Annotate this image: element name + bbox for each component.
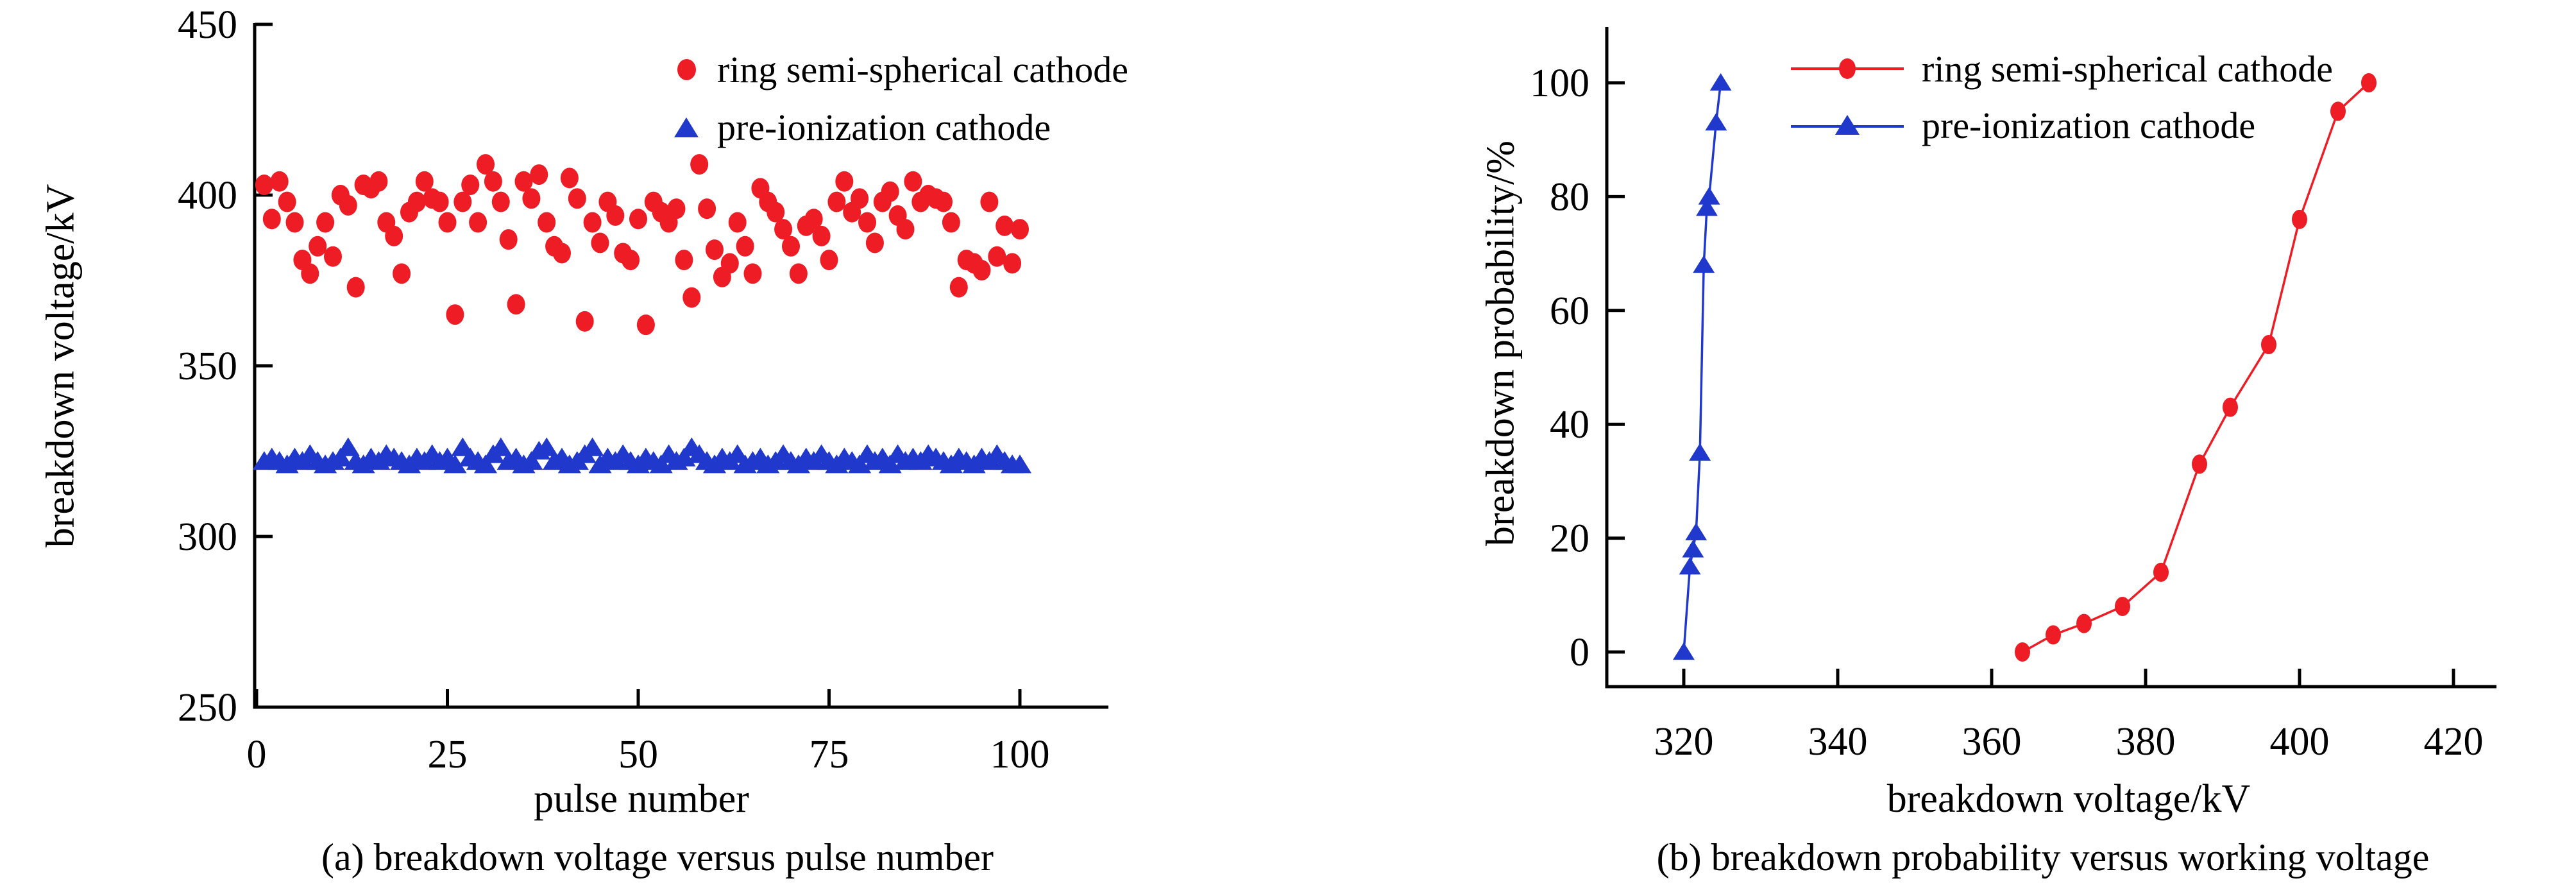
x-tick-label: 320 [1654, 720, 1714, 764]
chart-b-caption: (b) breakdown probability versus working… [1656, 836, 2430, 879]
y-tick-label: 100 [1530, 62, 1589, 105]
x-tick-label: 25 [428, 733, 468, 776]
x-tick-label: 340 [1808, 720, 1868, 764]
chart-a-legend-item-preionization: pre-ionization cathode [672, 98, 1128, 156]
x-tick-label: 0 [247, 733, 267, 776]
y-tick-label: 40 [1550, 403, 1589, 447]
y-tick-label: 350 [178, 345, 237, 388]
y-tick-label: 400 [178, 174, 237, 218]
y-tick-label: 60 [1550, 289, 1589, 333]
chart-a-x-axis-label: pulse number [534, 777, 749, 821]
x-tick-label: 380 [2116, 720, 2176, 764]
chart-b-axes: 320 340 360 380 400 420 0 20 40 60 80 100 [1530, 27, 2496, 764]
legend-label: pre-ionization cathode [717, 106, 1051, 148]
x-tick-label: 400 [2270, 720, 2330, 764]
legend-label: pre-ionization cathode [1922, 104, 2256, 146]
y-tick-label: 300 [178, 515, 237, 559]
chart-b-legend-item-ring: ring semi-spherical cathode [1790, 40, 2333, 97]
x-tick-label: 50 [618, 733, 658, 776]
x-tick-label: 360 [1962, 720, 2022, 764]
chart-b-legend: ring semi-spherical cathode pre-ionizati… [1790, 40, 2333, 153]
chart-b-legend-item-preionization: pre-ionization cathode [1790, 97, 2333, 153]
y-tick-label: 0 [1570, 631, 1589, 674]
chart-a-y-axis-label: breakdown voltage/kV [38, 184, 83, 548]
chart-b-series-triangle [1673, 73, 1732, 660]
chart-b-x-axis-label: breakdown voltage/kV [1886, 777, 2251, 821]
legend-label: ring semi-spherical cathode [717, 48, 1128, 90]
legend-triangle-marker-icon [672, 117, 700, 137]
y-tick-label: 250 [178, 686, 237, 730]
chart-a-legend: ring semi-spherical cathode pre-ionizati… [672, 40, 1128, 156]
chart-a: 0 25 50 75 100 250 300 350 400 450 [178, 3, 1108, 776]
x-tick-label: 100 [990, 733, 1050, 776]
chart-a-series-circle [255, 154, 1029, 336]
y-tick-label: 80 [1550, 175, 1589, 219]
chart-b: 320 340 360 380 400 420 0 20 40 60 80 100 [1530, 27, 2496, 764]
chart-a-caption: (a) breakdown voltage versus pulse numbe… [321, 836, 994, 879]
chart-b-series-circle [2015, 73, 2377, 662]
x-tick-label: 420 [2424, 720, 2484, 764]
y-tick-label: 450 [178, 3, 237, 47]
chart-b-y-axis-label: breakdown probability/% [1479, 141, 1523, 546]
chart-a-axes: 0 25 50 75 100 250 300 350 400 450 [178, 3, 1108, 776]
x-tick-label: 75 [809, 733, 849, 776]
legend-line-triangle-marker-icon [1791, 115, 1904, 135]
y-tick-label: 20 [1550, 517, 1589, 561]
chart-a-series-triangle [252, 437, 1032, 474]
chart-a-legend-item-ring: ring semi-spherical cathode [672, 40, 1128, 98]
legend-label: ring semi-spherical cathode [1922, 47, 2333, 90]
legend-circle-marker-icon [672, 58, 700, 80]
legend-line-circle-marker-icon [1791, 58, 1904, 79]
